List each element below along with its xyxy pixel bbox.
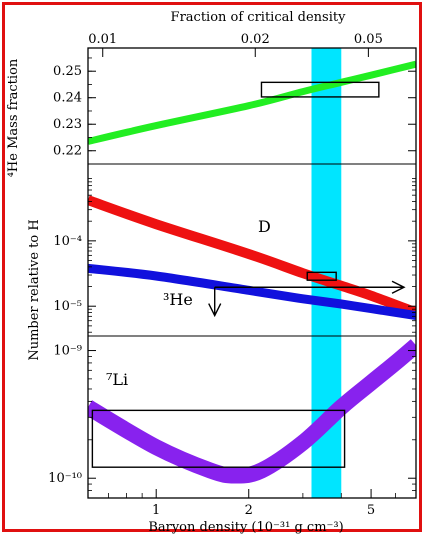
- number-relative-axis-title: Number relative to H: [27, 219, 42, 360]
- deuterium-label: D: [258, 217, 271, 236]
- dhe3-y-tick-label-0: 10⁻⁴: [53, 234, 82, 249]
- plot-frame: [87, 47, 417, 499]
- dhe3-observation-box-0: [306, 271, 337, 281]
- dhe3-y-tick-label-1: 10⁻⁵: [53, 299, 82, 314]
- li7-y-tick-label-1: 10⁻¹⁰: [48, 471, 82, 486]
- x-tick-label-2: 5: [367, 503, 375, 518]
- li7-observation-box-0: [91, 409, 346, 468]
- he4-y-tick-label-2: 0.24: [53, 91, 82, 106]
- helium3-label: ³He: [163, 290, 193, 309]
- he4-y-tick-label-1: 0.23: [53, 117, 82, 132]
- top-axis-title: Fraction of critical density: [171, 10, 347, 25]
- top-tick-label-2: 0.05: [354, 32, 383, 47]
- dhe3-series-0-line: [88, 195, 416, 318]
- dhe3-series-1-line: [88, 263, 416, 320]
- chart-frame: [2, 2, 422, 532]
- he4-y-tick-label-3: 0.25: [53, 64, 82, 79]
- he4-observation-box-0: [260, 81, 380, 98]
- dhe3-limit-arrow-right: [214, 280, 406, 294]
- li7-y-tick-label-0: 10⁻⁹: [53, 344, 82, 359]
- top-tick-label-0: 0.01: [88, 32, 117, 47]
- x-tick-label-0: 1: [152, 503, 160, 518]
- he4-series-0-line: [88, 60, 416, 145]
- x-axis-title: Baryon density (10⁻³¹ g cm⁻³): [148, 520, 343, 535]
- li7-series-0-line: [88, 339, 416, 484]
- dhe3-limit-arrow-down: [208, 287, 222, 318]
- top-tick-label-1: 0.02: [241, 32, 270, 47]
- lithium7-label: ⁷Li: [106, 370, 128, 389]
- x-tick-label-1: 2: [245, 503, 253, 518]
- he4-y-tick-label-0: 0.22: [53, 144, 82, 159]
- he4-axis-title: ⁴He Mass fraction: [6, 58, 21, 177]
